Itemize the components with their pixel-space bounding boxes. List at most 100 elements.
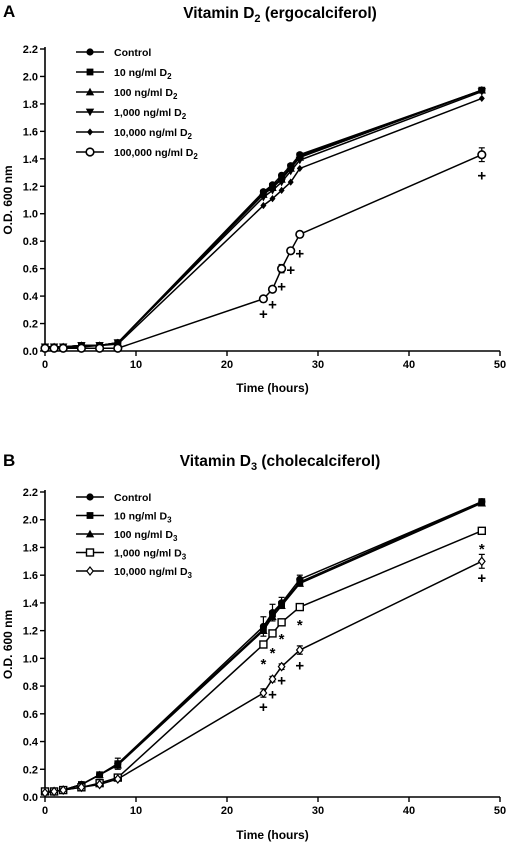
legend-label: Control xyxy=(114,492,151,504)
data-point xyxy=(258,294,269,304)
data-point xyxy=(295,229,305,239)
significance-mark: + xyxy=(259,699,268,716)
y-tick-label: 0.6 xyxy=(23,264,38,276)
x-tick-label: 30 xyxy=(312,805,324,817)
data-point xyxy=(477,498,486,507)
significance-mark: * xyxy=(297,617,303,634)
data-point xyxy=(277,601,286,610)
series-5 xyxy=(41,553,486,798)
data-point xyxy=(77,782,86,793)
significance-mark: * xyxy=(270,645,276,662)
y-tick-label: 2.0 xyxy=(23,71,38,83)
data-point xyxy=(477,556,486,567)
data-point xyxy=(278,186,285,194)
x-tick-label: 10 xyxy=(130,359,142,371)
data-point xyxy=(477,150,487,160)
data-point xyxy=(295,602,304,612)
y-tick-label: 0.2 xyxy=(23,764,38,776)
data-point xyxy=(477,88,486,96)
legend-marker xyxy=(86,493,94,501)
x-tick-label: 0 xyxy=(42,805,48,817)
y-tick-label: 2.2 xyxy=(23,44,38,56)
x-tick-label: 20 xyxy=(221,805,233,817)
y-tick-label: 1.0 xyxy=(23,653,38,665)
data-point xyxy=(58,343,68,353)
y-tick-label: 0.8 xyxy=(23,681,38,693)
data-point xyxy=(277,618,286,627)
data-point xyxy=(268,674,277,685)
chart-panel-a: A Vitamin D2 (ergocalciferol) 0 10 20 30 40 50 0… xyxy=(1,2,506,395)
significance-mark: + xyxy=(295,657,304,674)
x-axis-label: Time (hours) xyxy=(236,381,308,395)
significance-mark: + xyxy=(477,570,486,587)
y-tick-label: 0.0 xyxy=(23,792,38,804)
legend-label: 10 ng/ml D3 xyxy=(114,511,172,525)
x-tick-label: 50 xyxy=(494,805,506,817)
data-point xyxy=(113,760,122,769)
legend-label: Control xyxy=(114,47,151,59)
data-point xyxy=(268,187,277,195)
legend-marker xyxy=(85,87,95,96)
data-point xyxy=(267,284,278,294)
legend-label: 10,000 ng/ml D2 xyxy=(114,127,193,141)
data-point xyxy=(76,343,86,353)
legend-label: 10 ng/ml D2 xyxy=(114,67,172,81)
significance-mark: + xyxy=(277,278,286,295)
y-tick-label: 1.0 xyxy=(23,209,38,221)
legend-marker xyxy=(86,48,94,56)
data-point xyxy=(260,201,267,210)
y-tick-label: 1.8 xyxy=(23,542,38,554)
data-point xyxy=(95,779,104,790)
significance-mark: + xyxy=(286,262,295,279)
x-tick-label: 20 xyxy=(221,359,233,371)
legend-marker xyxy=(85,529,95,538)
y-tick-label: 1.2 xyxy=(23,626,38,638)
significance-mark: + xyxy=(259,306,268,323)
legend-marker xyxy=(87,128,93,136)
y-tick-label: 2.0 xyxy=(23,515,38,527)
data-point xyxy=(95,770,104,779)
data-point xyxy=(277,264,287,274)
data-point xyxy=(295,579,304,587)
data-point xyxy=(49,343,59,353)
y-tick-label: 1.6 xyxy=(23,126,38,138)
data-point xyxy=(113,774,122,784)
data-point xyxy=(268,629,277,638)
y-tick-label: 1.4 xyxy=(23,154,39,166)
data-point xyxy=(59,785,68,796)
x-tick-label: 0 xyxy=(42,359,48,371)
y-tick-label: 0.0 xyxy=(23,346,38,358)
data-point xyxy=(478,94,485,103)
data-point xyxy=(259,640,268,649)
significance-mark: + xyxy=(477,167,486,184)
x-tick-label: 40 xyxy=(403,359,415,371)
x-tick-label: 10 xyxy=(130,805,142,817)
data-point xyxy=(477,526,486,536)
significance-mark: * xyxy=(479,541,485,558)
data-point xyxy=(295,645,304,656)
data-point xyxy=(286,246,296,256)
y-axis-label: O.D. 600 nm xyxy=(1,610,15,679)
legend-label: 10,000 ng/ml D3 xyxy=(114,566,193,580)
significance-mark: * xyxy=(260,656,266,673)
y-tick-label: 1.6 xyxy=(23,570,38,582)
data-point xyxy=(40,343,50,353)
legend: Control 10 ng/ml D2 100 ng/ml D2 1,000 ng/m… xyxy=(76,47,198,161)
data-point xyxy=(259,193,268,202)
significance-mark: + xyxy=(268,296,277,313)
legend-label: 100 ng/ml D2 xyxy=(114,87,178,101)
legend-marker xyxy=(86,68,94,76)
legend-label: 1,000 ng/ml D2 xyxy=(114,107,187,121)
y-tick-label: 1.8 xyxy=(23,99,38,111)
data-point xyxy=(287,178,294,186)
chart-panel-b: B Vitamin D3 (cholecalciferol) 0 10 20 30 40 50… xyxy=(1,451,506,842)
data-point xyxy=(277,661,286,672)
series-line xyxy=(44,560,483,794)
legend-marker xyxy=(86,512,94,519)
panel-letter: B xyxy=(3,451,15,470)
data-point xyxy=(41,787,49,798)
legend-marker xyxy=(85,548,95,557)
significance-mark: + xyxy=(277,673,286,690)
legend: Control 10 ng/ml D3 100 ng/ml D3 1,000 ng/m… xyxy=(76,492,193,580)
